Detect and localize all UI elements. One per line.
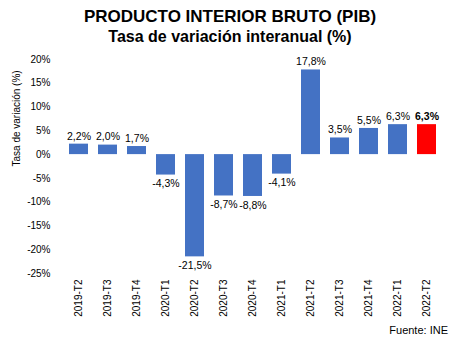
svg-text:3,5%: 3,5% xyxy=(328,123,352,135)
svg-text:2019-T3: 2019-T3 xyxy=(102,279,113,317)
svg-text:-21,5%: -21,5% xyxy=(178,259,211,271)
svg-text:15%: 15% xyxy=(30,77,50,88)
svg-text:2019-T2: 2019-T2 xyxy=(73,279,84,317)
svg-text:20%: 20% xyxy=(30,54,50,65)
svg-text:-4,3%: -4,3% xyxy=(152,177,179,189)
svg-text:2021-T2: 2021-T2 xyxy=(305,279,316,317)
svg-text:2019-T4: 2019-T4 xyxy=(131,279,142,317)
svg-text:2021-T4: 2021-T4 xyxy=(363,279,374,317)
svg-text:2022-T1: 2022-T1 xyxy=(392,279,403,317)
svg-text:6,3%: 6,3% xyxy=(386,110,410,122)
svg-text:-10%: -10% xyxy=(27,196,50,207)
svg-text:5%: 5% xyxy=(36,125,51,136)
svg-text:2020-T3: 2020-T3 xyxy=(218,279,229,317)
svg-text:-20%: -20% xyxy=(27,244,50,255)
svg-text:-4,1%: -4,1% xyxy=(268,176,295,188)
svg-text:1,7%: 1,7% xyxy=(125,132,149,144)
svg-text:-25%: -25% xyxy=(27,268,50,279)
svg-text:10%: 10% xyxy=(30,101,50,112)
svg-text:2,2%: 2,2% xyxy=(67,130,91,142)
svg-text:-5%: -5% xyxy=(33,173,51,184)
svg-text:0%: 0% xyxy=(36,149,51,160)
svg-text:Tasa de variación (%): Tasa de variación (%) xyxy=(11,70,22,166)
svg-text:6,3%: 6,3% xyxy=(415,110,440,122)
svg-text:2020-T1: 2020-T1 xyxy=(160,279,171,317)
html-text:Tasa de variación interanual (: Tasa de variación interanual (%) xyxy=(108,28,352,45)
svg-text:2021-T1: 2021-T1 xyxy=(276,279,287,317)
svg-text:17,8%: 17,8% xyxy=(296,55,326,67)
html-text:Fuente: INE: Fuente: INE xyxy=(389,324,448,336)
svg-text:2,0%: 2,0% xyxy=(96,130,120,142)
svg-text:-8,7%: -8,7% xyxy=(210,198,237,210)
svg-text:2020-T4: 2020-T4 xyxy=(247,279,258,317)
svg-text:5,5%: 5,5% xyxy=(357,114,381,126)
svg-text:2020-T2: 2020-T2 xyxy=(189,279,200,317)
html-text:PRODUCTO INTERIOR BRUTO (PIB): PRODUCTO INTERIOR BRUTO (PIB) xyxy=(83,7,377,26)
svg-text:2022-T2: 2022-T2 xyxy=(421,279,432,317)
svg-text:2021-T3: 2021-T3 xyxy=(334,279,345,317)
svg-text:-15%: -15% xyxy=(27,220,50,231)
svg-text:-8,8%: -8,8% xyxy=(239,199,266,211)
